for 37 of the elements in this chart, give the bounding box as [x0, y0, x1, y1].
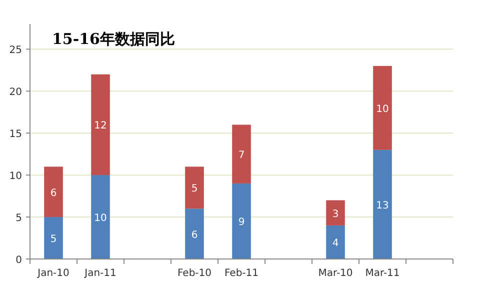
data-label: 7 — [238, 150, 245, 162]
data-label: 6 — [50, 188, 57, 199]
data-label: 10 — [94, 213, 107, 224]
data-label: 5 — [191, 184, 198, 195]
bar — [91, 74, 110, 176]
bar — [326, 200, 345, 226]
x-tick-label: Feb-11 — [224, 268, 259, 279]
y-tick-label: 25 — [9, 45, 22, 56]
bar — [232, 183, 251, 259]
x-tick-label: Jan-10 — [36, 268, 70, 279]
bar — [232, 124, 251, 184]
bar — [185, 208, 204, 259]
bar — [44, 166, 63, 218]
data-label: 4 — [332, 238, 339, 250]
data-label: 12 — [94, 120, 107, 132]
y-tick-label: 15 — [9, 129, 22, 140]
x-tick-label: Mar-11 — [365, 268, 400, 279]
x-tick-label: Feb-10 — [177, 268, 212, 279]
bar — [373, 150, 392, 259]
x-tick-label: Jan-11 — [84, 268, 116, 279]
y-tick-label: 5 — [16, 213, 22, 224]
y-tick-label: 10 — [9, 171, 22, 182]
data-label: 9 — [238, 217, 245, 228]
y-tick-label: 0 — [16, 255, 22, 266]
data-label: 5 — [50, 234, 57, 246]
data-label: 10 — [376, 104, 389, 115]
bar — [185, 166, 204, 209]
chart-title: 15-16年数据同比 — [52, 30, 175, 48]
bar — [326, 225, 345, 259]
y-tick-label: 20 — [9, 87, 22, 98]
x-tick-label: Mar-10 — [318, 268, 353, 279]
data-label: 3 — [332, 208, 339, 220]
bar — [373, 66, 392, 150]
data-label: 13 — [376, 200, 389, 212]
bar — [91, 175, 110, 259]
bar — [44, 217, 63, 259]
data-label: 6 — [191, 230, 198, 241]
